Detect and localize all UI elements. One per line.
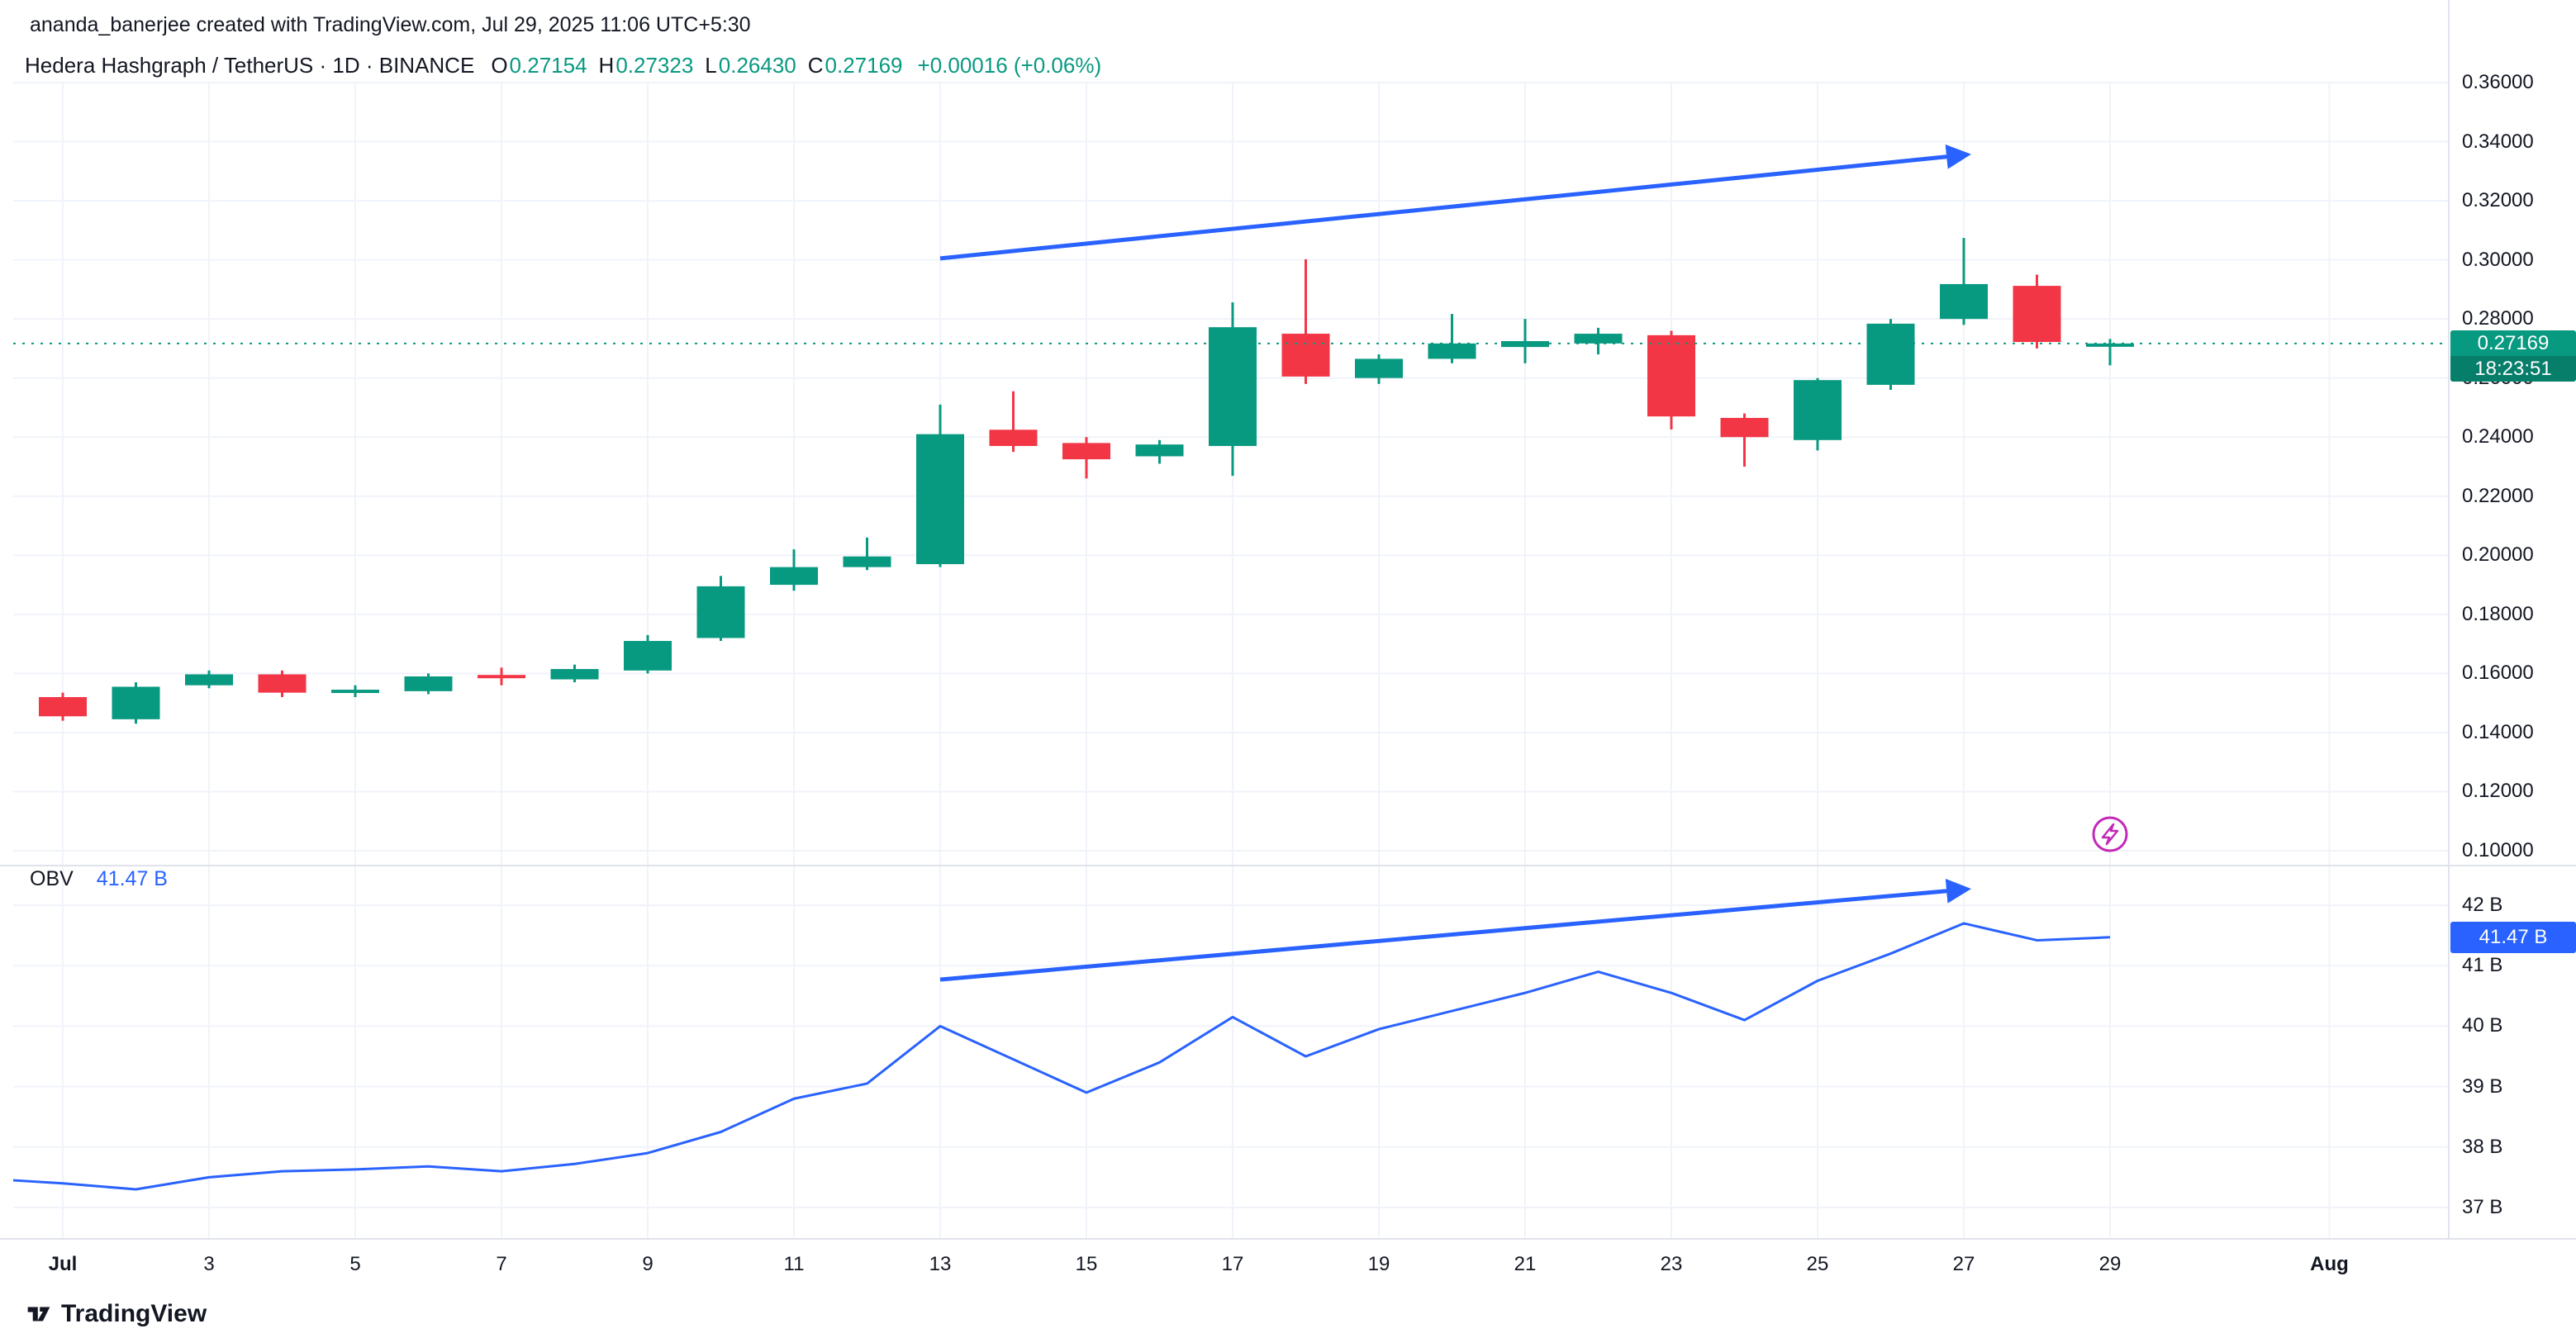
time-tick-label: 25: [1806, 1253, 1829, 1275]
time-tick-label: Jul: [48, 1253, 78, 1275]
price-tick-label: 0.32000: [2462, 189, 2534, 212]
symbol-legend: Hedera Hashgraph / TetherUS · 1D · BINAN…: [25, 53, 1101, 78]
price-tick-label: 0.24000: [2462, 425, 2534, 448]
obv-indicator-value: 41.47 B: [96, 867, 168, 890]
bar-countdown: 18:23:51: [2450, 355, 2576, 382]
current-price-badge: 0.27169 18:23:51: [2450, 330, 2576, 382]
time-tick-label: 27: [1952, 1253, 1975, 1275]
time-tick-label: 15: [1075, 1253, 1098, 1275]
candle-body: [112, 686, 160, 719]
candle-body: [258, 674, 307, 693]
candle-body: [770, 567, 818, 586]
candle-body: [624, 641, 672, 671]
candle-body: [1428, 343, 1476, 359]
obv-line: [12, 922, 2111, 1191]
obv-legend: OBV 41.47 B: [30, 867, 168, 891]
candle-body: [2086, 343, 2134, 347]
trend-arrow-obv[interactable]: [939, 878, 1971, 982]
candle-body: [185, 674, 233, 686]
ohlc-high: H0.27323: [599, 53, 694, 78]
obv-tick-label: 42 B: [2462, 894, 2503, 916]
candle-body: [1501, 340, 1549, 348]
price-tick-label: 0.30000: [2462, 248, 2534, 271]
close-value: 0.27169: [825, 53, 903, 78]
open-value: 0.27154: [509, 53, 587, 78]
candle-body: [1940, 283, 1988, 320]
time-tick-label: 11: [783, 1253, 805, 1275]
time-tick-label: 5: [349, 1253, 361, 1275]
candle-body: [1720, 417, 1769, 438]
candle-body: [1062, 443, 1110, 460]
candle-body: [2013, 286, 2061, 343]
low-label: L: [705, 53, 717, 78]
price-tick-label: 0.36000: [2462, 71, 2534, 93]
price-tick-label: 0.22000: [2462, 484, 2534, 507]
price-tick-label: 0.14000: [2462, 720, 2534, 743]
time-tick-label: 3: [203, 1253, 215, 1275]
price-tick-label: 0.10000: [2462, 839, 2534, 862]
price-tick-label: 0.20000: [2462, 543, 2534, 567]
candle-body: [1355, 358, 1403, 378]
time-tick-label: 13: [929, 1253, 952, 1275]
time-tick-label: 19: [1367, 1253, 1390, 1275]
candle-body: [1135, 444, 1184, 457]
candle-body: [39, 697, 87, 717]
candle-body: [1281, 334, 1330, 377]
obv-tick-label: 39 B: [2462, 1075, 2503, 1098]
high-value: 0.27323: [615, 53, 694, 78]
obv-tick-label: 40 B: [2462, 1014, 2503, 1037]
price-tick-label: 0.16000: [2462, 662, 2534, 685]
candle-body: [989, 429, 1038, 446]
lightning-icon[interactable]: [2092, 816, 2128, 852]
candle-body: [916, 434, 964, 565]
tradingview-logo-text: TradingView: [61, 1300, 207, 1327]
time-tick-label: Aug: [2310, 1253, 2349, 1275]
tradingview-logo-icon: [27, 1307, 50, 1321]
time-tick-label: 23: [1660, 1253, 1683, 1275]
obv-indicator-label[interactable]: OBV: [30, 867, 74, 890]
candle-body: [478, 675, 525, 679]
candle-body: [550, 669, 599, 680]
candle-body: [696, 586, 745, 638]
time-tick-label: 7: [496, 1253, 507, 1275]
tradingview-logo[interactable]: TradingView: [25, 1300, 207, 1328]
ohlc-open: O0.27154: [491, 53, 587, 78]
price-tick-label: 0.34000: [2462, 130, 2534, 153]
current-price-value: 0.27169: [2450, 330, 2576, 356]
candle-body: [1209, 327, 1257, 446]
symbol-title[interactable]: Hedera Hashgraph / TetherUS · 1D · BINAN…: [25, 53, 475, 78]
time-tick-label: 17: [1221, 1253, 1244, 1275]
high-label: H: [598, 53, 615, 78]
obv-tick-label: 38 B: [2462, 1135, 2503, 1158]
candle-body: [1647, 334, 1695, 417]
price-change: +0.00016 (+0.06%): [917, 53, 1102, 78]
time-tick-label: 21: [1514, 1253, 1537, 1275]
candle-body: [1866, 323, 1915, 385]
obv-value-badge: 41.47 B: [2450, 921, 2576, 953]
price-tick-label: 0.28000: [2462, 307, 2534, 330]
low-value: 0.26430: [718, 53, 796, 78]
candle-body: [1574, 334, 1623, 344]
trend-arrow-price[interactable]: [939, 144, 1971, 261]
ohlc-close: C0.27169: [808, 53, 903, 78]
obv-tick-label: 37 B: [2462, 1196, 2503, 1218]
attribution-text: ananda_banerjee created with TradingView…: [30, 13, 751, 36]
open-label: O: [491, 53, 508, 78]
ohlc-low: L0.26430: [705, 53, 796, 78]
obv-tick-label: 41 B: [2462, 954, 2503, 977]
time-tick-label: 9: [642, 1253, 654, 1275]
close-label: C: [807, 53, 824, 78]
price-tick-label: 0.18000: [2462, 602, 2534, 625]
candle-body: [404, 676, 453, 691]
time-tick-label: 29: [2098, 1253, 2122, 1275]
price-tick-label: 0.12000: [2462, 780, 2534, 803]
candle-body: [1794, 380, 1842, 440]
candle-body: [843, 556, 891, 567]
candle-body: [331, 690, 379, 694]
